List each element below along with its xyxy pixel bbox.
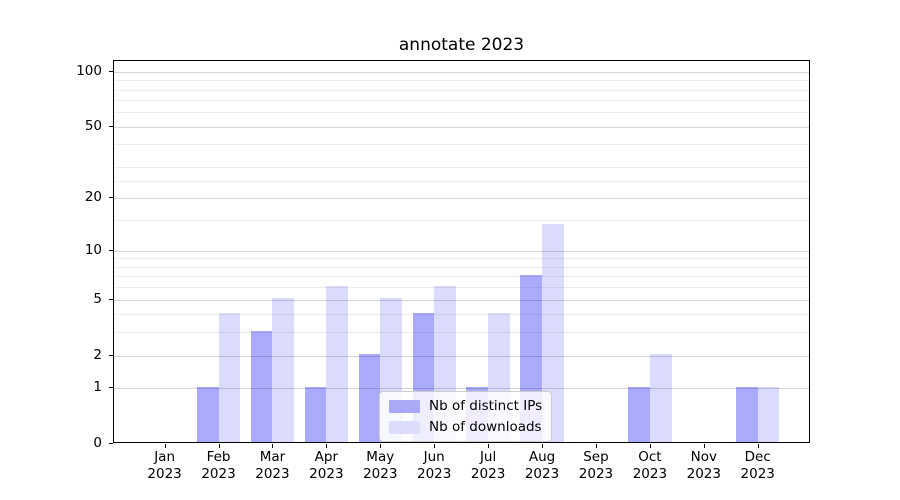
- minor-gridline: [114, 332, 809, 334]
- minor-gridline: [114, 100, 809, 102]
- minor-gridline: [114, 112, 809, 114]
- minor-gridline: [114, 144, 809, 146]
- x-tick-label: Mar 2023: [255, 449, 290, 482]
- bar-downloads-dec: [757, 387, 780, 442]
- legend-swatch-icon: [389, 420, 420, 434]
- y-tick-label: 10: [84, 241, 102, 258]
- bar-downloads-oct: [649, 354, 672, 442]
- y-tick-mark: [109, 125, 113, 127]
- x-tick-mark: [218, 444, 220, 448]
- major-gridline: [114, 198, 809, 200]
- y-tick-mark: [109, 70, 113, 72]
- x-tick-label: Oct 2023: [632, 449, 668, 482]
- bar-distinct-ips-apr: [304, 387, 327, 442]
- minor-gridline: [114, 80, 809, 82]
- bar-distinct-ips-oct: [628, 387, 650, 442]
- bar-distinct-ips-mar: [250, 331, 273, 442]
- x-tick-label: Jul 2023: [470, 449, 506, 482]
- x-tick-mark: [703, 444, 705, 448]
- y-tick-mark: [109, 354, 113, 356]
- minor-gridline: [114, 258, 809, 260]
- minor-gridline: [114, 287, 809, 289]
- y-tick-mark: [109, 197, 113, 199]
- legend: Nb of distinct IPs Nb of downloads: [379, 391, 553, 442]
- y-tick-mark: [109, 387, 113, 389]
- major-gridline: [114, 250, 809, 252]
- x-tick-label: Aug 2023: [524, 449, 560, 482]
- x-tick-label: Jun 2023: [417, 449, 452, 482]
- major-gridline: [114, 126, 809, 128]
- minor-gridline: [114, 266, 809, 268]
- x-tick-mark: [272, 444, 274, 448]
- x-tick-label: Apr 2023: [309, 449, 344, 482]
- x-tick-label: Jan 2023: [147, 449, 182, 482]
- bar-downloads-mar: [272, 298, 295, 442]
- legend-item-label: Nb of downloads: [429, 419, 542, 435]
- y-tick-mark: [109, 249, 113, 251]
- x-tick-mark: [595, 444, 597, 448]
- minor-gridline: [114, 167, 809, 169]
- y-tick-label: 1: [93, 379, 102, 396]
- bar-distinct-ips-may: [358, 354, 381, 442]
- x-tick-mark: [380, 444, 382, 448]
- x-tick-mark: [326, 444, 328, 448]
- y-tick-mark: [109, 298, 113, 300]
- legend-item-label: Nb of distinct IPs: [429, 398, 543, 414]
- minor-gridline: [114, 276, 809, 278]
- major-gridline: [114, 299, 809, 301]
- legend-item: Nb of distinct IPs: [389, 398, 542, 414]
- bar-distinct-ips-feb: [196, 387, 219, 442]
- legend-swatch-icon: [389, 399, 420, 413]
- x-tick-label: Sep 2023: [578, 449, 614, 482]
- minor-gridline: [114, 89, 809, 91]
- bar-downloads-feb: [218, 313, 241, 442]
- x-tick-mark: [434, 444, 436, 448]
- major-gridline: [114, 388, 809, 390]
- bar-downloads-aug: [542, 224, 564, 442]
- x-tick-mark: [757, 444, 759, 448]
- legend-item: Nb of downloads: [389, 419, 542, 435]
- y-tick-mark: [109, 443, 113, 445]
- x-tick-label: May 2023: [363, 449, 398, 482]
- x-tick-label: Feb 2023: [201, 449, 236, 482]
- bar-distinct-ips-dec: [736, 387, 758, 442]
- y-tick-label: 20: [84, 189, 102, 206]
- plot-area: Nb of distinct IPs Nb of downloads: [113, 60, 810, 443]
- x-tick-mark: [649, 444, 651, 448]
- chart-title: annotate 2023: [398, 35, 525, 55]
- x-tick-label: Nov 2023: [686, 449, 721, 482]
- minor-gridline: [114, 314, 809, 316]
- y-tick-label: 50: [84, 117, 102, 134]
- x-tick-label: Dec 2023: [740, 449, 775, 482]
- y-tick-label: 2: [93, 346, 102, 363]
- major-gridline: [114, 71, 809, 73]
- major-gridline: [114, 355, 809, 357]
- x-tick-mark: [488, 444, 490, 448]
- y-tick-label: 5: [93, 290, 102, 307]
- bar-downloads-apr: [326, 285, 349, 442]
- minor-gridline: [114, 220, 809, 222]
- y-tick-label: 100: [76, 62, 102, 79]
- y-tick-label: 0: [93, 435, 102, 452]
- minor-gridline: [114, 181, 809, 183]
- x-tick-mark: [542, 444, 544, 448]
- x-tick-mark: [164, 444, 166, 448]
